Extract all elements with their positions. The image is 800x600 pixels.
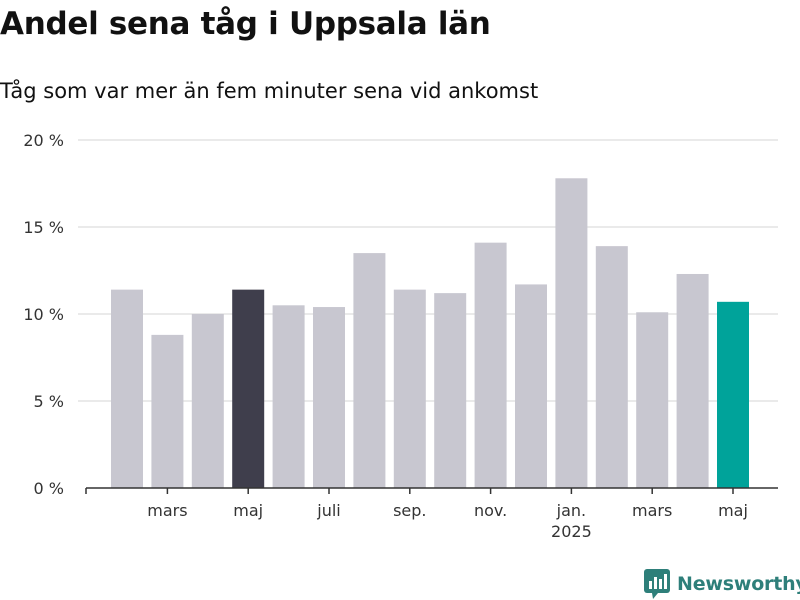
bar bbox=[434, 293, 467, 488]
x-tick-label: nov. bbox=[474, 501, 507, 520]
bar-chart: 0 % 5 % 10 % 15 % 20 % mars maj juli sep. nov. jan… bbox=[23, 131, 778, 541]
bar bbox=[717, 301, 749, 488]
bar bbox=[515, 284, 547, 488]
chart-title: Andel sena tåg i Uppsala län bbox=[0, 6, 491, 42]
bar bbox=[676, 273, 709, 488]
y-tick-label: 15 % bbox=[23, 218, 64, 237]
bar bbox=[555, 178, 588, 488]
x-tick-label: maj bbox=[718, 501, 748, 520]
bar bbox=[393, 289, 426, 488]
chart-subtitle: Tåg som var mer än fem minuter sena vid … bbox=[0, 79, 539, 103]
bar bbox=[151, 334, 184, 488]
y-tick-label: 10 % bbox=[23, 305, 64, 324]
bar bbox=[636, 312, 669, 488]
newsworthy-brand: Newsworthy bbox=[644, 568, 800, 600]
bar bbox=[474, 242, 507, 488]
x-tick-label: jan. bbox=[556, 501, 586, 520]
y-tick-label: 20 % bbox=[23, 131, 64, 150]
bar bbox=[111, 289, 143, 488]
x-tick-label: sep. bbox=[393, 501, 426, 520]
bar bbox=[595, 246, 628, 488]
x-tick-year-label: 2025 bbox=[551, 522, 592, 541]
y-tick-label: 5 % bbox=[34, 392, 64, 411]
brand-name: Newsworthy bbox=[677, 573, 800, 595]
x-tick-label: maj bbox=[233, 501, 263, 520]
x-tick-label: juli bbox=[316, 501, 340, 520]
bar bbox=[272, 305, 305, 488]
bar bbox=[232, 289, 265, 488]
x-tick-label: mars bbox=[632, 501, 672, 520]
bar bbox=[191, 314, 224, 488]
y-tick-label: 0 % bbox=[34, 479, 64, 498]
newsworthy-logo-icon bbox=[644, 569, 670, 599]
bar bbox=[353, 253, 386, 488]
bar bbox=[313, 307, 345, 488]
x-tick-label: mars bbox=[147, 501, 187, 520]
